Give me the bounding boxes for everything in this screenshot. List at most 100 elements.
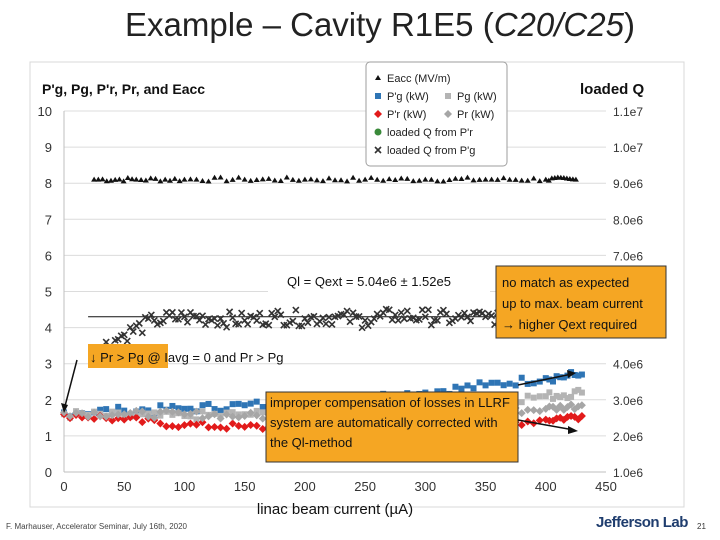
- data-point: [301, 315, 309, 323]
- data-point: [557, 374, 564, 381]
- data-point: [256, 309, 264, 317]
- data-point: [216, 423, 225, 432]
- data-point: [174, 408, 183, 417]
- data-point: [204, 412, 213, 421]
- left-axis-ticks: 0 1 2 3 4 5 6 7 8 9 10: [38, 104, 52, 480]
- data-point: [575, 372, 582, 379]
- data-point: [271, 313, 279, 321]
- data-point: [168, 422, 177, 431]
- data-point: [466, 317, 475, 325]
- data-point: [415, 315, 423, 323]
- y-tick-right: 1.0e6: [613, 466, 643, 480]
- y-tick-right: 1.1e7: [613, 105, 643, 119]
- legend-label: Pr (kW): [457, 109, 494, 121]
- data-point: [78, 413, 87, 422]
- y-tick-left: 9: [45, 140, 52, 155]
- data-point: [440, 178, 447, 184]
- data-point: [362, 176, 369, 182]
- slide-footer: F. Marhauser, Accelerator Seminar, July …: [6, 522, 187, 531]
- data-point: [223, 323, 231, 331]
- data-point: [222, 410, 231, 419]
- data-point: [193, 416, 200, 423]
- data-point: [247, 177, 254, 183]
- data-point: [446, 176, 453, 182]
- data-point: [180, 410, 189, 419]
- data-point: [575, 386, 582, 393]
- data-point: [458, 385, 465, 392]
- data-point: [244, 320, 252, 328]
- x-tick-label: 200: [294, 479, 316, 494]
- data-point: [394, 316, 402, 324]
- data-point: [166, 177, 173, 183]
- data-point: [193, 176, 200, 182]
- data-point: [210, 423, 219, 432]
- data-point: [120, 415, 129, 424]
- data-point: [247, 400, 254, 407]
- data-point: [217, 407, 224, 414]
- data-point: [482, 176, 489, 182]
- data-point: [325, 313, 333, 321]
- data-point: [564, 395, 571, 402]
- ql-label-bg: [268, 268, 490, 292]
- data-point: [235, 320, 243, 328]
- y-tick-right: 7.0e6: [613, 249, 643, 263]
- data-point: [112, 176, 119, 182]
- data-point: [571, 372, 578, 379]
- data-point: [187, 405, 194, 412]
- data-point: [553, 392, 560, 399]
- data-point: [171, 175, 178, 181]
- data-point: [404, 175, 411, 181]
- data-point: [506, 176, 513, 182]
- y-tick-left: 6: [45, 248, 52, 263]
- data-point: [223, 178, 230, 184]
- data-point: [418, 306, 426, 314]
- data-point: [96, 412, 105, 421]
- data-point: [289, 317, 297, 325]
- page-number: 21: [697, 522, 706, 531]
- data-point: [211, 406, 218, 413]
- data-point: [578, 371, 585, 378]
- data-point: [523, 405, 532, 414]
- data-point: [400, 315, 408, 323]
- compensation-text: improper compensation of losses in LLRF …: [270, 395, 510, 450]
- data-point: [458, 175, 465, 181]
- data-point: [253, 398, 260, 405]
- data-point: [132, 406, 141, 415]
- legend-label: Pg (kW): [457, 91, 497, 103]
- data-point: [205, 178, 212, 184]
- data-point: [421, 313, 429, 321]
- arrow-to-pg: [517, 373, 573, 386]
- data-point: [328, 320, 336, 328]
- data-point: [103, 178, 110, 184]
- data-point: [199, 177, 206, 183]
- data-point: [517, 409, 526, 418]
- data-point: [428, 176, 435, 182]
- data-point: [138, 407, 147, 416]
- data-point: [476, 379, 483, 386]
- data-point: [168, 407, 177, 416]
- data-point: [350, 174, 357, 180]
- data-point: [464, 382, 471, 389]
- data-point: [343, 307, 351, 315]
- y-tick-left: 1: [45, 429, 52, 444]
- data-point: [162, 422, 171, 431]
- x-tick-label: 300: [414, 479, 436, 494]
- data-point: [356, 177, 363, 183]
- data-point: [388, 316, 396, 324]
- x-tick-label: 50: [117, 479, 131, 494]
- data-point: [186, 409, 195, 418]
- data-point: [259, 404, 266, 411]
- data-point: [124, 174, 131, 180]
- arrow-to-origin: [63, 359, 78, 411]
- y-tick-right: 2.0e6: [613, 430, 643, 444]
- data-point: [370, 315, 378, 323]
- data-point: [298, 322, 306, 330]
- slide-title: Example – Cavity R1E5 (C20/C25): [125, 6, 635, 43]
- data-point: [277, 311, 285, 319]
- legend-marker: [444, 110, 452, 118]
- data-point: [524, 392, 531, 399]
- data-point: [422, 176, 429, 182]
- data-point: [241, 402, 248, 409]
- y-tick-left: 4: [45, 321, 52, 336]
- data-point: [229, 314, 237, 322]
